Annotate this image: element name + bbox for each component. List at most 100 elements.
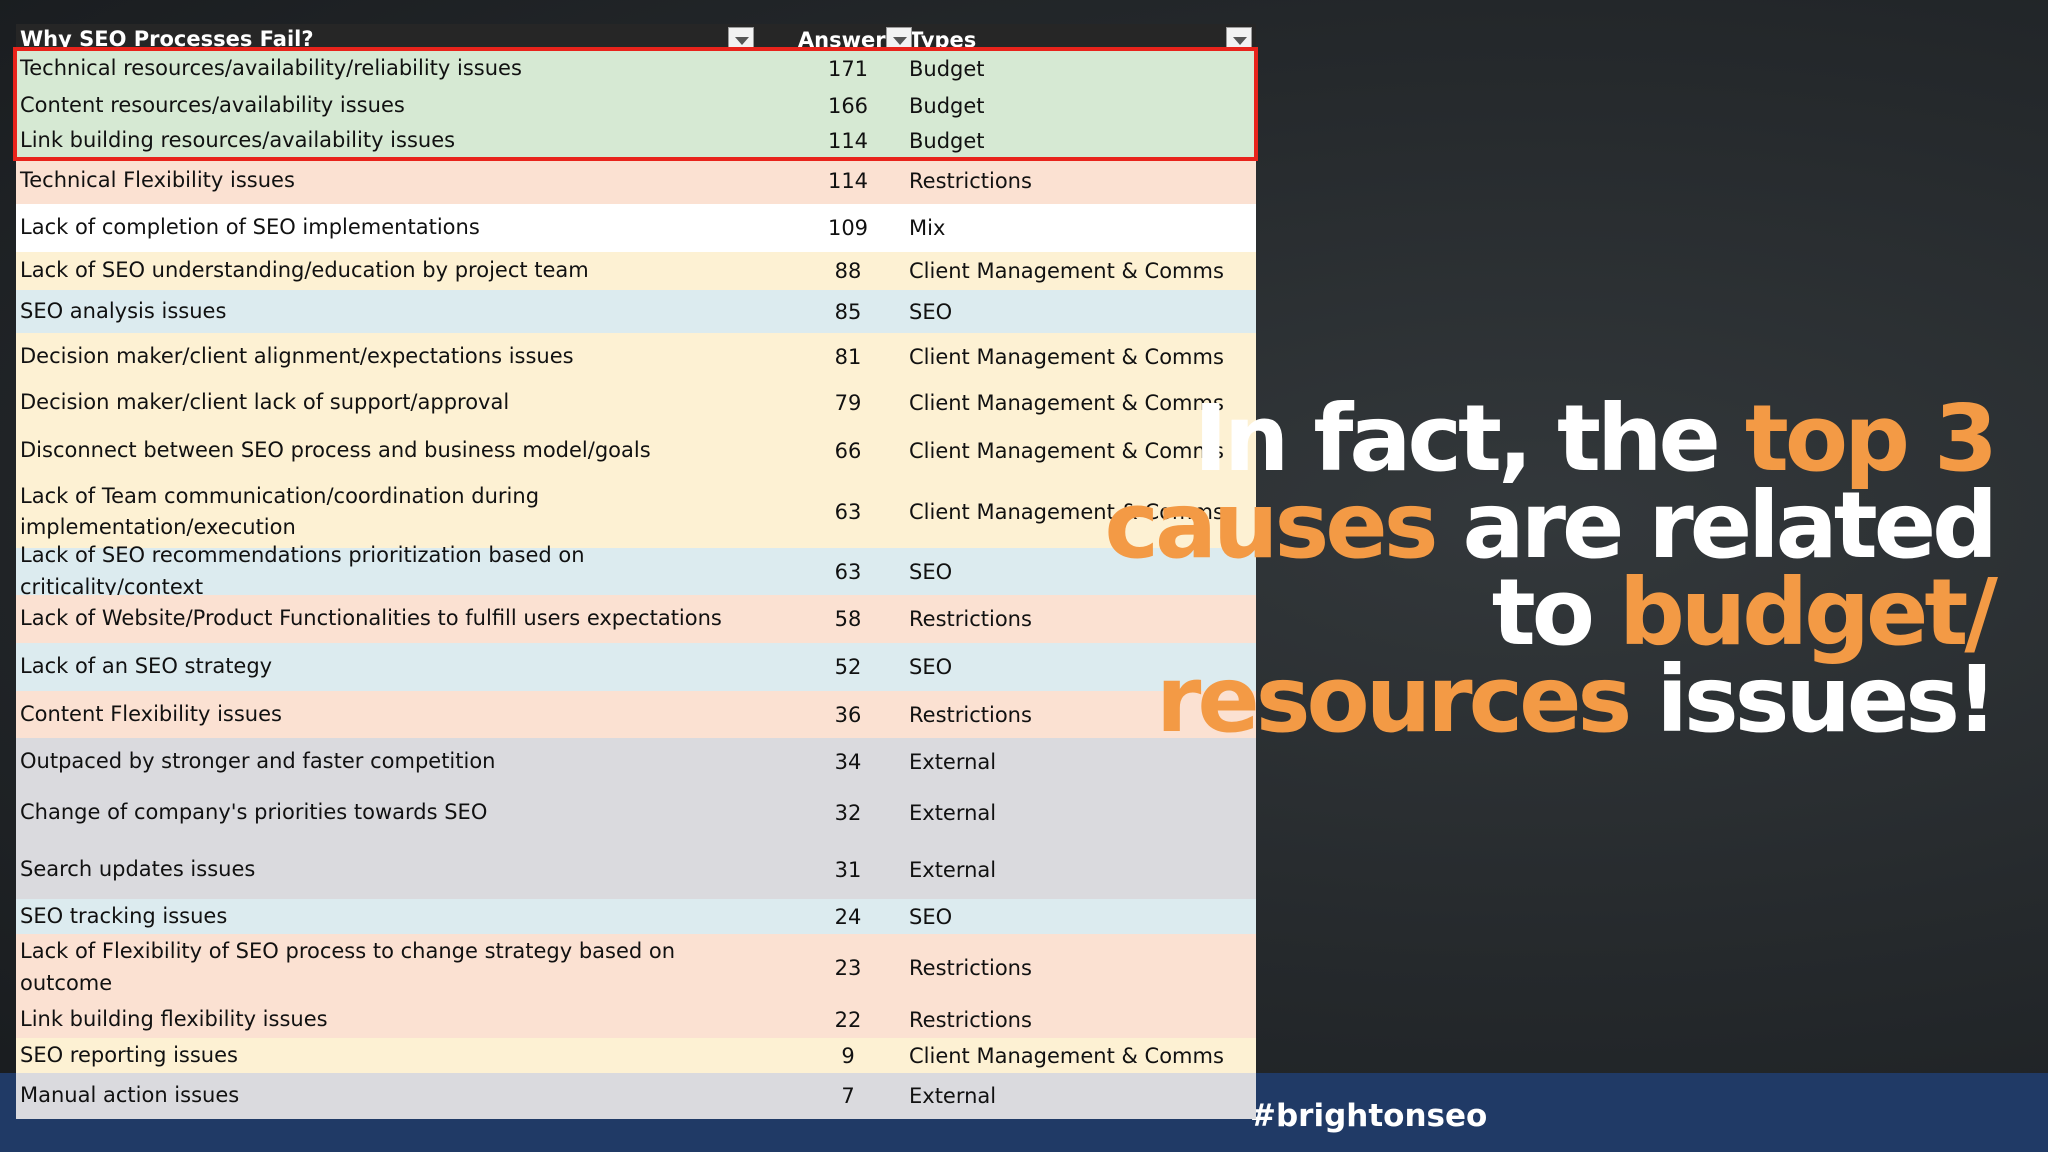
table-row: Lack of Website/Product Functionalities … bbox=[16, 595, 1256, 643]
cause-cell: Link building resources/availability iss… bbox=[20, 127, 456, 152]
highlight-box bbox=[13, 47, 1258, 161]
headline-line: In fact, the top 3 bbox=[1104, 393, 1998, 485]
cause-cell: Content Flexibility issues bbox=[20, 701, 282, 726]
hashtag: #brightonseo bbox=[1250, 1098, 1488, 1134]
type-cell: Restrictions bbox=[909, 169, 1032, 193]
table-row: Decision maker/client lack of support/ap… bbox=[16, 380, 1256, 426]
type-cell: Client Management & Comms bbox=[909, 439, 1224, 463]
table-row: Search updates issues 31 External bbox=[16, 840, 1256, 899]
answers-cell: 109 bbox=[827, 216, 869, 240]
answers-cell: 9 bbox=[841, 1043, 855, 1068]
table-row: Technical Flexibility issues 114 Restricti… bbox=[16, 158, 1256, 204]
table-row: SEO tracking issues 24 SEO bbox=[16, 899, 1256, 934]
type-cell: Client Management & Comms bbox=[909, 500, 1224, 524]
table-row: Lack of Team communication/coordination … bbox=[16, 476, 1256, 548]
table-row: Lack of completion of SEO implementation… bbox=[16, 204, 1256, 252]
cause-cell: Outpaced by stronger and faster competit… bbox=[20, 749, 496, 774]
type-cell: Budget bbox=[909, 57, 985, 81]
type-cell: Restrictions bbox=[909, 1007, 1032, 1032]
type-cell: SEO bbox=[909, 299, 953, 324]
answers-cell: 24 bbox=[834, 904, 862, 929]
cause-cell: Lack of Flexibility of SEO process to ch… bbox=[20, 939, 676, 995]
type-cell: External bbox=[909, 801, 997, 825]
cause-cell: Technical resources/availability/reliabi… bbox=[20, 56, 522, 81]
type-cell: Budget bbox=[909, 128, 985, 153]
type-cell: Client Management & Comms bbox=[909, 1043, 1224, 1068]
headline-accent: budget/ bbox=[1618, 559, 1998, 666]
headline-line: resources issues! bbox=[1104, 654, 1998, 746]
type-cell: Budget bbox=[909, 93, 985, 118]
cause-cell: SEO tracking issues bbox=[20, 903, 228, 928]
answers-cell: 171 bbox=[827, 57, 869, 81]
headline-text: to bbox=[1491, 559, 1619, 666]
answers-cell: 79 bbox=[834, 391, 862, 415]
answers-cell: 114 bbox=[827, 169, 869, 193]
answers-cell: 23 bbox=[834, 955, 862, 980]
cause-cell: Lack of an SEO strategy bbox=[20, 654, 273, 679]
cause-cell: Link building flexibility issues bbox=[20, 1006, 328, 1031]
headline-text: issues! bbox=[1628, 646, 1998, 753]
type-cell: Restrictions bbox=[909, 955, 1032, 980]
cause-cell: Technical Flexibility issues bbox=[20, 168, 295, 193]
cause-cell: Decision maker/client alignment/expectat… bbox=[20, 343, 574, 368]
headline-accent: causes bbox=[1104, 472, 1438, 579]
answers-cell: 85 bbox=[834, 299, 862, 324]
table-row: Lack of SEO understanding/education by p… bbox=[16, 252, 1256, 290]
type-cell: Restrictions bbox=[909, 607, 1032, 631]
cause-cell: Lack of SEO recommendations prioritizati… bbox=[20, 543, 585, 599]
headline-text: are related bbox=[1434, 472, 1998, 579]
cause-cell: Lack of SEO understanding/education by p… bbox=[20, 258, 589, 283]
type-cell: Restrictions bbox=[909, 702, 1032, 727]
headline-accent: top 3 bbox=[1744, 385, 1998, 492]
answers-cell: 88 bbox=[834, 259, 862, 283]
answers-cell: 36 bbox=[834, 702, 862, 727]
table-row: Change of company's priorities towards S… bbox=[16, 786, 1256, 840]
answers-cell: 22 bbox=[834, 1007, 862, 1032]
table-row: Lack of Flexibility of SEO process to ch… bbox=[16, 934, 1256, 1001]
cause-cell: Lack of completion of SEO implementation… bbox=[20, 215, 480, 240]
type-cell: Mix bbox=[909, 216, 946, 240]
table-row: Decision maker/client alignment/expectat… bbox=[16, 333, 1256, 380]
answers-cell: 81 bbox=[834, 344, 862, 369]
type-cell: Client Management & Comms bbox=[909, 391, 1224, 415]
headline-line: to budget/ bbox=[1104, 567, 1998, 659]
cause-cell: Disconnect between SEO process and busin… bbox=[20, 438, 651, 463]
headline-text: In fact, the bbox=[1193, 385, 1745, 492]
table-row: Lack of SEO recommendations prioritizati… bbox=[16, 543, 1256, 599]
headline-accent: resources bbox=[1156, 646, 1632, 753]
cause-cell: Lack of Website/Product Functionalities … bbox=[20, 606, 722, 631]
table-row: Link building resources/availability iss… bbox=[16, 123, 1256, 158]
answers-cell: 63 bbox=[834, 559, 862, 584]
type-cell: SEO bbox=[909, 904, 953, 929]
type-cell: External bbox=[909, 857, 997, 882]
cause-cell: Manual action issues bbox=[20, 1083, 240, 1108]
table-row: Content resources/availability issues 166… bbox=[16, 88, 1256, 123]
table-row: Manual action issues 7 External bbox=[16, 1073, 1256, 1119]
cause-cell: SEO reporting issues bbox=[20, 1042, 238, 1067]
cause-cell: Decision maker/client lack of support/ap… bbox=[20, 390, 510, 415]
answers-cell: 66 bbox=[834, 439, 862, 463]
cause-cell: Change of company's priorities towards S… bbox=[20, 800, 488, 825]
type-cell: External bbox=[909, 750, 997, 774]
answers-cell: 114 bbox=[827, 128, 869, 153]
type-cell: External bbox=[909, 1084, 997, 1108]
cause-cell: SEO analysis issues bbox=[20, 298, 227, 323]
table-row: Outpaced by stronger and faster competit… bbox=[16, 738, 1256, 786]
answers-cell: 34 bbox=[834, 750, 862, 774]
headline-line: causes are related bbox=[1104, 480, 1998, 572]
cause-cell: Search updates issues bbox=[20, 856, 256, 881]
table-row: Content Flexibility issues 36 Restrictions bbox=[16, 691, 1256, 738]
cause-cell: Lack of Team communication/coordination … bbox=[20, 483, 540, 540]
answers-cell: 58 bbox=[834, 607, 862, 631]
cause-cell: Content resources/availability issues bbox=[20, 92, 405, 117]
answers-cell: 31 bbox=[834, 857, 862, 882]
type-cell: SEO bbox=[909, 655, 953, 679]
table-row: SEO reporting issues 9 Client Management &… bbox=[16, 1038, 1256, 1073]
answers-cell: 52 bbox=[834, 655, 862, 679]
type-cell: Client Management & Comms bbox=[909, 259, 1224, 283]
table-row: Link building flexibility issues 22 Restri… bbox=[16, 1001, 1256, 1038]
table-row: Lack of an SEO strategy 52 SEO bbox=[16, 643, 1256, 691]
type-cell: SEO bbox=[909, 559, 953, 584]
table-row: Disconnect between SEO process and busin… bbox=[16, 426, 1256, 476]
